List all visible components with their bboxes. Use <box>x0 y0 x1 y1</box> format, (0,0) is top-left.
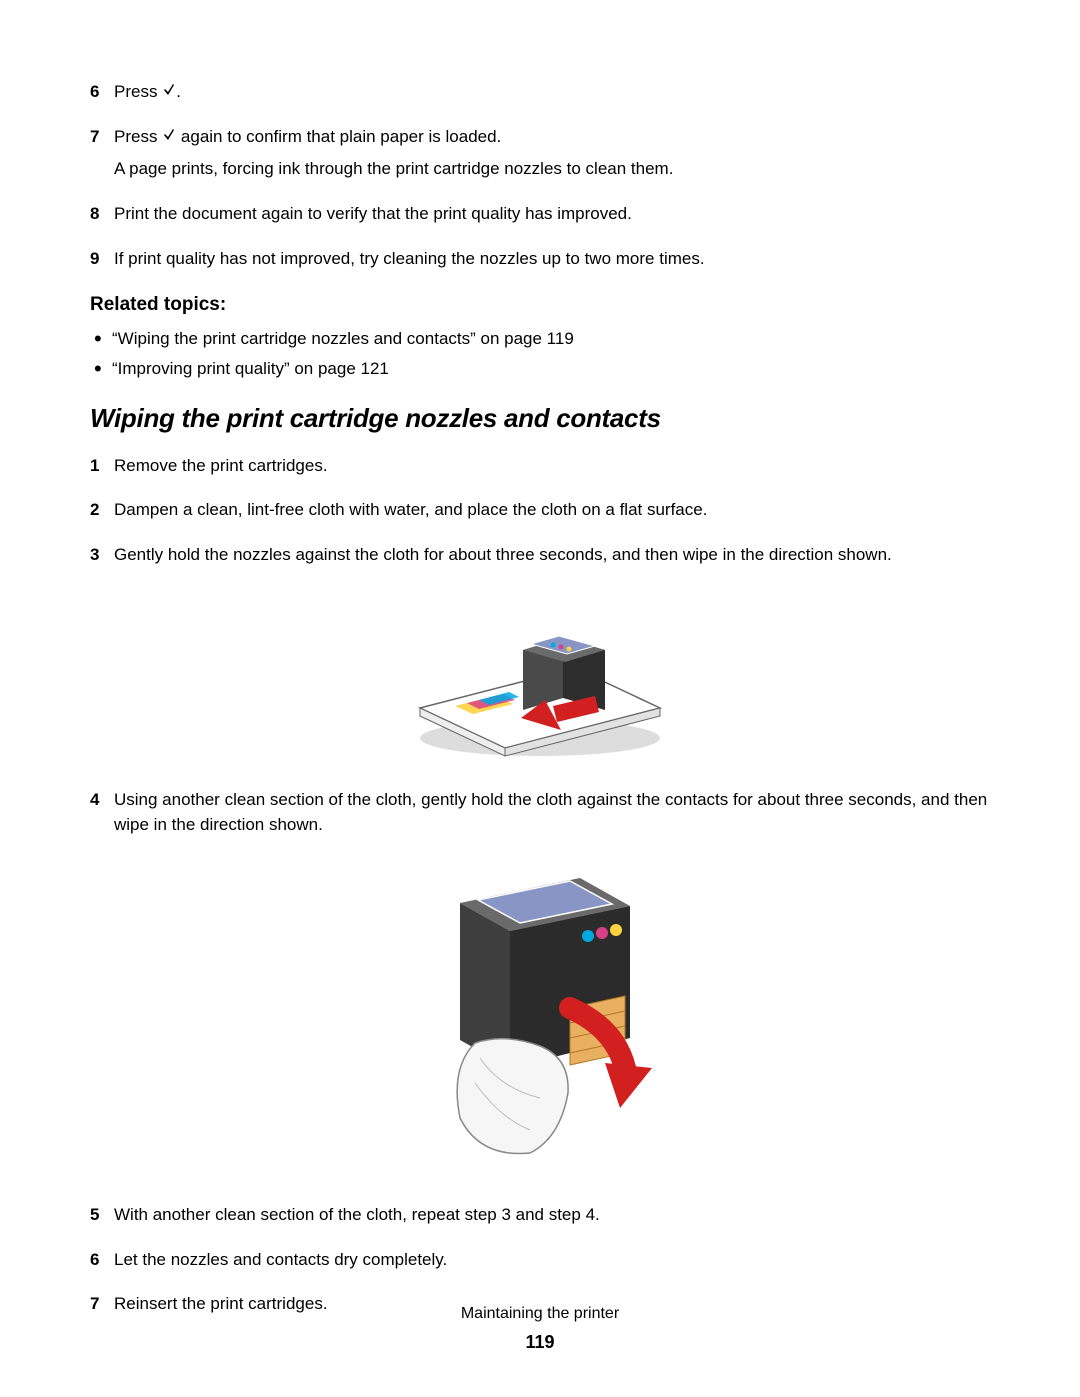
step-text: Dampen a clean, lint-free cloth with wat… <box>114 498 990 523</box>
figure-contacts-wipe <box>420 858 660 1178</box>
step-text: Press . <box>114 80 990 105</box>
step-item: 9If print quality has not improved, try … <box>90 247 990 280</box>
figure-nozzles-wipe <box>395 588 685 763</box>
step-body: Using another clean section of the cloth… <box>114 788 990 845</box>
step-number: 1 <box>90 454 114 487</box>
step-text: If print quality has not improved, try c… <box>114 247 990 272</box>
step-item: 7Press again to confirm that plain paper… <box>90 125 990 190</box>
step-body: Dampen a clean, lint-free cloth with wat… <box>114 498 990 531</box>
step-body: Press . <box>114 80 990 113</box>
step-number: 7 <box>90 125 114 190</box>
step-body: Let the nozzles and contacts dry complet… <box>114 1248 990 1281</box>
instruction-figure <box>90 588 990 771</box>
step-number: 9 <box>90 247 114 280</box>
instruction-figure <box>90 858 990 1186</box>
step-body: Remove the print cartridges. <box>114 454 990 487</box>
step-item: 6Press . <box>90 80 990 113</box>
related-topics-heading: Related topics: <box>90 291 990 319</box>
step-text: Gently hold the nozzles against the clot… <box>114 543 990 568</box>
section-heading: Wiping the print cartridge nozzles and c… <box>90 400 990 438</box>
check-icon <box>162 128 176 144</box>
step-item: 6Let the nozzles and contacts dry comple… <box>90 1248 990 1281</box>
footer-page-number: 119 <box>0 1329 1080 1355</box>
step-text: Using another clean section of the cloth… <box>114 788 990 837</box>
related-topic-link[interactable]: “Improving print quality” on page 121 <box>112 357 990 382</box>
step-body: Print the document again to verify that … <box>114 202 990 235</box>
step-number: 3 <box>90 543 114 576</box>
step-item: 4Using another clean section of the clot… <box>90 788 990 845</box>
step-body: Press again to confirm that plain paper … <box>114 125 990 190</box>
footer-chapter-title: Maintaining the printer <box>0 1302 1080 1325</box>
step-body: With another clean section of the cloth,… <box>114 1203 990 1236</box>
step-number: 6 <box>90 1248 114 1281</box>
step-text: Let the nozzles and contacts dry complet… <box>114 1248 990 1273</box>
step-number: 4 <box>90 788 114 845</box>
step-item: 2Dampen a clean, lint-free cloth with wa… <box>90 498 990 531</box>
step-item: 8Print the document again to verify that… <box>90 202 990 235</box>
step-text: Remove the print cartridges. <box>114 454 990 479</box>
step-number: 2 <box>90 498 114 531</box>
step-item: 3Gently hold the nozzles against the clo… <box>90 543 990 576</box>
step-extra-text: A page prints, forcing ink through the p… <box>114 157 990 182</box>
page-footer: Maintaining the printer 119 <box>0 1302 1080 1355</box>
step-number: 6 <box>90 80 114 113</box>
step-text: Press again to confirm that plain paper … <box>114 125 990 150</box>
step-item: 5With another clean section of the cloth… <box>90 1203 990 1236</box>
step-item: 1Remove the print cartridges. <box>90 454 990 487</box>
check-icon <box>162 83 176 99</box>
step-number: 8 <box>90 202 114 235</box>
step-body: Gently hold the nozzles against the clot… <box>114 543 990 576</box>
step-number: 5 <box>90 1203 114 1236</box>
step-text: Print the document again to verify that … <box>114 202 990 227</box>
step-text: With another clean section of the cloth,… <box>114 1203 990 1228</box>
related-topic-link[interactable]: “Wiping the print cartridge nozzles and … <box>112 327 990 352</box>
step-body: If print quality has not improved, try c… <box>114 247 990 280</box>
